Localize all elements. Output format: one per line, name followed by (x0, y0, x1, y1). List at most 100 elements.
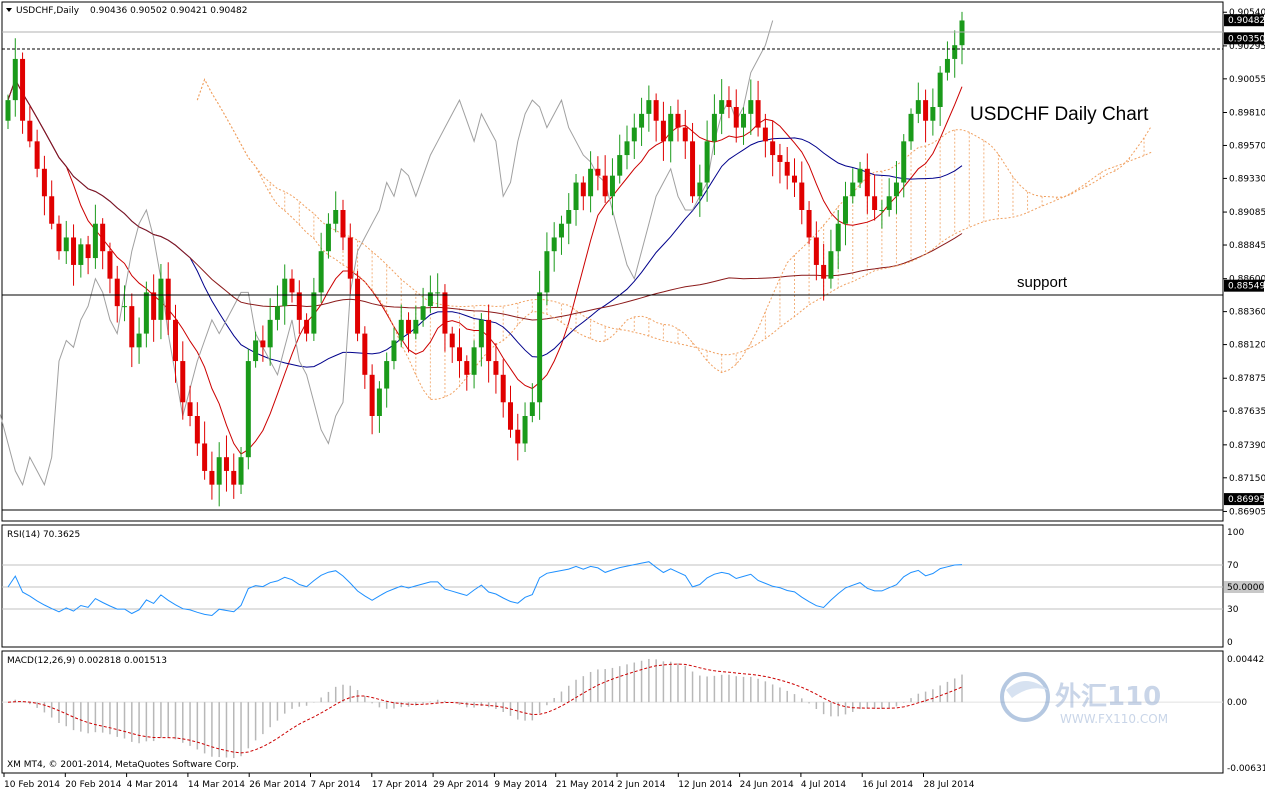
candle-body (406, 319, 412, 334)
candle-body (114, 278, 120, 307)
candle-body (821, 264, 827, 279)
watermark-url: WWW.FX110.COM (1060, 712, 1168, 726)
price-tick-label: 0.88360 (1229, 308, 1265, 318)
candle-body (915, 100, 921, 114)
candle-body (253, 340, 259, 362)
candle-body (274, 306, 280, 320)
candle-body (318, 251, 324, 293)
symbol-label: USDCHF,Daily (16, 6, 80, 16)
rsi-series (7, 561, 963, 617)
date-tick-label: 24 Jun 2014 (740, 780, 794, 790)
price-marker-box (1224, 493, 1264, 506)
candle-body (493, 361, 499, 375)
macd-axis: 0.004428 0.00 -0.006315 (1227, 655, 1265, 774)
candle-body (457, 347, 463, 362)
candle-body (872, 196, 878, 210)
candle-body (63, 237, 69, 252)
candle-body (792, 175, 798, 183)
candle-body (908, 113, 914, 142)
candle-body (427, 292, 433, 307)
candle-body (704, 141, 710, 183)
candle-body (129, 306, 135, 348)
candlesticks (5, 11, 965, 507)
chikou-line (0, 20, 774, 487)
candle-body (813, 237, 819, 265)
candle-body (624, 141, 630, 156)
candle-body (449, 333, 455, 348)
candle-body (71, 237, 77, 265)
price-tick-label: 0.87635 (1229, 407, 1265, 417)
candle-body (755, 100, 761, 128)
candle-body (122, 306, 128, 308)
candle-body (471, 347, 477, 375)
watermark-cn: 外汇110 (1055, 682, 1161, 712)
candle-body (464, 361, 470, 375)
candle-body (784, 161, 790, 176)
candle-body (216, 457, 222, 485)
price-marker-label: 0.90350 (1228, 34, 1265, 44)
rsi-panel (1, 524, 1224, 648)
candle-body (172, 319, 178, 362)
candle-body (478, 319, 484, 348)
candle-body (223, 457, 229, 471)
date-tick-label: 16 Jul 2014 (862, 780, 913, 790)
candle-body (864, 168, 870, 197)
candle-body (143, 292, 149, 334)
date-tick-label: 12 Jun 2014 (678, 780, 732, 790)
price-tick-label: 0.88845 (1229, 241, 1265, 251)
candle-body (551, 237, 557, 252)
candle-body (777, 155, 783, 162)
candle-body (296, 292, 302, 320)
candle-body (49, 196, 55, 224)
candle-body (697, 182, 703, 197)
rsi-tick-label: 100 (1227, 528, 1244, 538)
price-tick-label: 0.89330 (1229, 174, 1265, 184)
price-tick-label: 0.90055 (1229, 75, 1265, 85)
candle-body (209, 470, 215, 485)
candle-body (325, 223, 331, 252)
date-tick-label: 26 Mar 2014 (249, 780, 306, 790)
candle-body (835, 223, 841, 252)
candle-body (639, 113, 645, 128)
candle-body (952, 45, 958, 59)
candle-body (690, 141, 696, 197)
date-tick-label: 4 Jul 2014 (801, 780, 846, 790)
rsi-axis: 100 70 50.0000 30 0 (1224, 528, 1264, 648)
macd-tick-label: -0.006315 (1227, 764, 1265, 774)
candle-body (726, 100, 732, 107)
dropdown-arrow-icon[interactable] (6, 8, 12, 12)
candle-body (282, 278, 288, 307)
candle-body (923, 100, 929, 121)
candle-body (165, 278, 171, 320)
candle-body (799, 182, 805, 210)
candle-body (289, 278, 295, 293)
candle-body (56, 223, 62, 252)
candle-body (762, 127, 768, 142)
candle-body (901, 141, 907, 183)
candle-body (391, 340, 397, 362)
candle-body (34, 141, 40, 169)
candle-body (719, 100, 725, 114)
candle-body (515, 429, 521, 444)
macd-signal-line (7, 663, 963, 754)
candle-body (41, 168, 47, 197)
date-tick-label: 2 Jun 2014 (617, 780, 666, 790)
rsi-level-box (1224, 581, 1264, 593)
candle-body (238, 457, 244, 485)
globe-logo-icon (1000, 672, 1050, 722)
candle-body (27, 120, 33, 142)
candle-body (158, 278, 164, 320)
candle-body (558, 223, 564, 238)
chart-title: USDCHF Daily Chart (970, 104, 1149, 125)
candle-body (362, 333, 368, 375)
price-tick-label: 0.90540 (1229, 8, 1265, 18)
candle-body (944, 58, 950, 73)
candle-body (602, 175, 608, 197)
candle-body (187, 402, 193, 416)
candle-body (304, 319, 310, 334)
candle-body (930, 107, 936, 121)
price-tick-label: 0.89570 (1229, 141, 1265, 151)
candle-body (588, 168, 594, 197)
price-axis: 0.90540 0.90295 0.90055 0.89810 0.89570 0.893… (1223, 8, 1265, 517)
date-tick-label: 10 Feb 2014 (4, 780, 60, 790)
